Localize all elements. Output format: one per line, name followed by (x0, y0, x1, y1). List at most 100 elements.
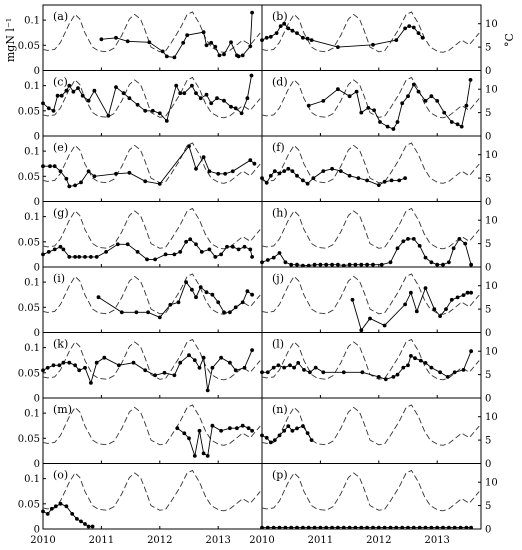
data-point (290, 428, 295, 433)
series-line (43, 145, 255, 187)
data-point (228, 310, 232, 315)
data-point (233, 305, 238, 310)
data-point (213, 44, 218, 49)
data-point (64, 176, 69, 181)
data-point (192, 454, 197, 458)
panel-label: (l) (272, 338, 284, 351)
panel-label: (h) (272, 207, 288, 220)
temperature-line (261, 404, 480, 446)
data-point (411, 237, 416, 241)
data-point (347, 262, 352, 267)
data-point (438, 314, 442, 318)
left-y-tick-label: 0.05 (18, 106, 40, 117)
data-point (282, 365, 287, 370)
data-point (469, 349, 473, 354)
temperature-line (42, 207, 261, 250)
data-point (464, 525, 469, 530)
data-point (178, 91, 183, 96)
data-point (168, 302, 173, 307)
data-point (418, 358, 423, 363)
data-point (58, 169, 63, 174)
data-point (45, 512, 50, 516)
data-point (459, 124, 464, 129)
panel-label: (d) (272, 76, 288, 89)
data-point (70, 512, 75, 516)
data-point (318, 262, 323, 267)
data-point (49, 506, 54, 511)
panel-frame (261, 332, 482, 399)
data-point (67, 360, 72, 365)
data-point (411, 525, 416, 530)
data-point (451, 246, 456, 251)
data-point (289, 262, 294, 267)
data-point (240, 300, 245, 305)
data-point (83, 365, 87, 370)
data-point (305, 181, 310, 186)
data-point (429, 94, 434, 99)
data-point (289, 525, 294, 530)
data-point (185, 33, 190, 38)
data-point (306, 103, 311, 108)
data-point (389, 178, 394, 183)
data-point (73, 363, 77, 368)
data-point (51, 363, 56, 368)
data-point (188, 237, 193, 242)
data-point (210, 423, 215, 428)
panel-b: 0 5 10 (b) (260, 4, 498, 77)
data-point (423, 99, 428, 103)
panel-e: 0 0.05 0.1 (e) (18, 135, 263, 208)
right-y-tick-label: 0 (485, 459, 491, 470)
data-point (411, 82, 416, 87)
data-point (321, 99, 326, 103)
data-point (312, 262, 317, 267)
data-point (347, 525, 352, 530)
data-point (89, 381, 93, 385)
data-point (145, 257, 149, 262)
data-point (264, 35, 269, 40)
data-point (452, 370, 457, 375)
data-point (444, 307, 448, 311)
left-y-tick-label: 0.1 (24, 343, 40, 354)
panel-label: (o) (53, 469, 68, 482)
data-point (240, 423, 245, 428)
panel-k: 0 0.05 0.1 (k) (18, 332, 263, 405)
data-point (249, 73, 254, 78)
x-tick-label: 2010 (249, 535, 274, 546)
data-point (58, 244, 63, 249)
data-point (73, 255, 77, 259)
data-point (114, 35, 118, 40)
panel-m: 0 0.05 0.1 (m) (18, 397, 263, 470)
data-point (134, 310, 139, 315)
data-point (260, 38, 264, 42)
right-y-tick-label: 0 (485, 66, 491, 77)
data-point (41, 368, 45, 373)
data-point (360, 370, 365, 375)
left-y-tick-label: 0 (34, 394, 40, 405)
data-point (41, 509, 45, 514)
data-point (86, 98, 91, 103)
panel-label: (j) (272, 272, 284, 285)
data-point (330, 262, 334, 267)
data-point (164, 54, 169, 59)
data-point (442, 110, 447, 115)
data-point (250, 348, 255, 352)
data-point (321, 370, 326, 375)
right-y-tick-label: 0 (485, 132, 491, 143)
data-point (391, 375, 396, 379)
data-point (240, 53, 245, 58)
data-point (311, 176, 316, 181)
data-point (305, 431, 310, 435)
data-point (172, 252, 177, 257)
data-point (260, 370, 264, 375)
data-point (197, 365, 202, 370)
data-point (71, 89, 76, 94)
data-point (143, 179, 148, 184)
data-point (127, 96, 132, 101)
data-point (153, 257, 158, 262)
data-point (61, 247, 66, 252)
left-y-tick-label: 0.05 (18, 303, 40, 314)
panels: 0 0.05 0.1 (a) 0 5 10 (b) 0 0.05 0.1 (c) 0 5 10 (d) 0 0.0… (18, 4, 498, 546)
left-y-tick-label: 0.05 (18, 41, 40, 52)
data-point (236, 54, 241, 59)
right-y-tick-label: 5 (485, 108, 491, 119)
